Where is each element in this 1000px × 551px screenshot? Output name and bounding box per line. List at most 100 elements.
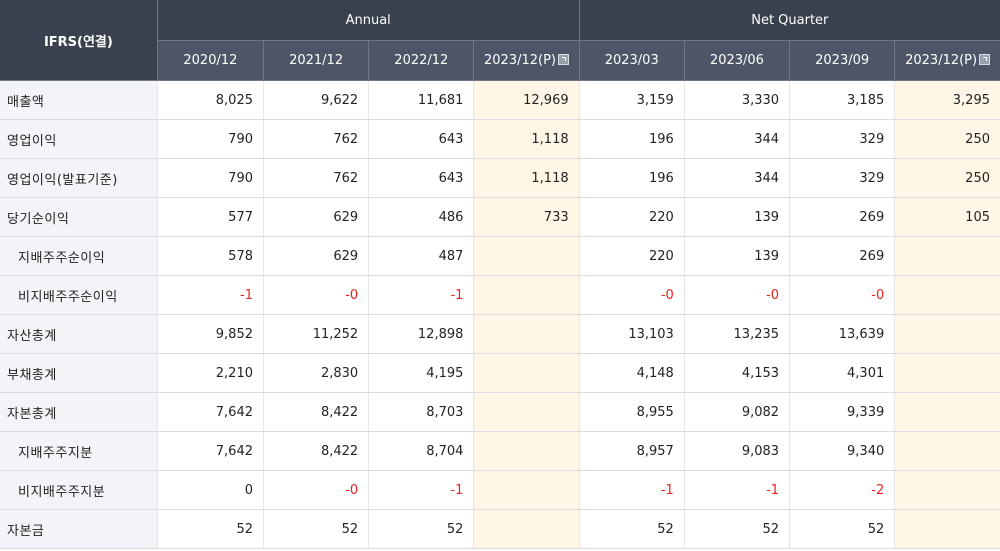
table-cell: 329 xyxy=(789,119,895,159)
table-cell: -0 xyxy=(262,275,369,315)
table-cell: 250 xyxy=(894,158,1000,198)
table-cell: 52 xyxy=(156,509,264,549)
column-header: 2021/12 xyxy=(262,40,369,81)
table-cell: 13,235 xyxy=(683,314,790,354)
table-cell: 8,025 xyxy=(156,80,264,120)
table-cell: 487 xyxy=(368,236,474,276)
table-cell: 9,852 xyxy=(156,314,264,354)
table-cell xyxy=(894,275,1000,315)
table-cell: 269 xyxy=(789,197,895,237)
table-cell xyxy=(473,392,580,432)
table-row: 영업이익 790 762 643 1,118 196 344 329 250 xyxy=(0,119,1000,159)
header-row-periods: 2020/12 2021/12 2022/12 2023/12(P) 2023/… xyxy=(0,40,1000,81)
table-cell xyxy=(473,275,580,315)
table-cell: 220 xyxy=(578,197,685,237)
table-row: 비지배주주순이익 -1 -0 -1 -0 -0 -0 xyxy=(0,275,1000,315)
table-row: 자본총계 7,642 8,422 8,703 8,955 9,082 9,339 xyxy=(0,392,1000,432)
table-cell: 3,295 xyxy=(894,80,1000,120)
column-header-estimate: 2023/12(P) xyxy=(894,40,1000,81)
row-label: 비지배주주순이익 xyxy=(0,275,158,315)
table-cell: 643 xyxy=(368,158,474,198)
table-cell xyxy=(473,431,580,471)
table-cell: 220 xyxy=(578,236,685,276)
table-cell: 7,642 xyxy=(156,392,264,432)
table-cell: -0 xyxy=(262,470,369,510)
table-cell xyxy=(473,314,580,354)
row-label: 영업이익 xyxy=(0,119,158,159)
table-cell: 9,083 xyxy=(683,431,790,471)
table-cell: 139 xyxy=(683,236,790,276)
corner-header: IFRS(연결) xyxy=(0,0,158,81)
table-row: 당기순이익 577 629 486 733 220 139 269 105 xyxy=(0,197,1000,237)
table-cell: 4,153 xyxy=(683,353,790,393)
table-cell xyxy=(473,509,580,549)
table-cell: -2 xyxy=(789,470,895,510)
table-body: 매출액 8,025 9,622 11,681 12,969 3,159 3,330 3,185… xyxy=(0,80,1000,549)
table-cell: 9,339 xyxy=(789,392,895,432)
row-label: 자본총계 xyxy=(0,392,158,432)
table-cell: 344 xyxy=(683,158,790,198)
table-cell: -1 xyxy=(578,470,685,510)
table-cell: 762 xyxy=(262,119,369,159)
table-cell: -0 xyxy=(578,275,685,315)
table-cell: 629 xyxy=(262,236,369,276)
table-cell: 13,639 xyxy=(789,314,895,354)
table-row: 영업이익(발표기준) 790 762 643 1,118 196 344 329 250 xyxy=(0,158,1000,198)
table-row: 매출액 8,025 9,622 11,681 12,969 3,159 3,330 3,185… xyxy=(0,80,1000,120)
table-cell xyxy=(894,392,1000,432)
table-cell: -1 xyxy=(368,275,474,315)
table-cell: 3,330 xyxy=(683,80,790,120)
table-cell: 3,185 xyxy=(789,80,895,120)
table-cell: 577 xyxy=(156,197,264,237)
table-row: 자본금 52 52 52 52 52 52 xyxy=(0,509,1000,549)
table-cell: 629 xyxy=(262,197,369,237)
table-cell: 4,301 xyxy=(789,353,895,393)
table-cell: 790 xyxy=(156,158,264,198)
help-box-icon[interactable] xyxy=(979,54,991,65)
column-header: 2023/03 xyxy=(578,40,685,81)
table-cell: 733 xyxy=(473,197,580,237)
help-box-icon[interactable] xyxy=(558,54,570,65)
table-cell: 8,704 xyxy=(368,431,474,471)
table-cell: -0 xyxy=(789,275,895,315)
table-row: 부채총계 2,210 2,830 4,195 4,148 4,153 4,301 xyxy=(0,353,1000,393)
table-cell: 643 xyxy=(368,119,474,159)
table-cell: 12,898 xyxy=(368,314,474,354)
table-cell: 7,642 xyxy=(156,431,264,471)
table-cell xyxy=(894,470,1000,510)
column-header: 2023/09 xyxy=(789,40,895,81)
row-label: 당기순이익 xyxy=(0,197,158,237)
row-label: 지배주주지분 xyxy=(0,431,158,471)
table-cell: 250 xyxy=(894,119,1000,159)
table-cell: 139 xyxy=(683,197,790,237)
table-cell: 11,252 xyxy=(262,314,369,354)
table-cell xyxy=(894,314,1000,354)
table-cell: 2,830 xyxy=(262,353,369,393)
table-cell xyxy=(894,353,1000,393)
table-cell: 269 xyxy=(789,236,895,276)
table-cell: 13,103 xyxy=(578,314,685,354)
table-cell: 1,118 xyxy=(473,158,580,198)
table-row: 지배주주순이익 578 629 487 220 139 269 xyxy=(0,236,1000,276)
table-cell: 105 xyxy=(894,197,1000,237)
table-row: 지배주주지분 7,642 8,422 8,704 8,957 9,083 9,340 xyxy=(0,431,1000,471)
table-cell: 4,195 xyxy=(368,353,474,393)
table-cell: 8,703 xyxy=(368,392,474,432)
row-label: 비지배주주지분 xyxy=(0,470,158,510)
table-cell: -1 xyxy=(368,470,474,510)
row-label: 매출액 xyxy=(0,80,158,120)
table-cell: 762 xyxy=(262,158,369,198)
table-cell: 344 xyxy=(683,119,790,159)
table-cell: 790 xyxy=(156,119,264,159)
table-cell: 8,957 xyxy=(578,431,685,471)
row-label: 영업이익(발표기준) xyxy=(0,158,158,198)
table-cell: 196 xyxy=(578,119,685,159)
table-cell: 4,148 xyxy=(578,353,685,393)
table-cell: 9,622 xyxy=(262,80,369,120)
table-cell xyxy=(894,509,1000,549)
table-cell: 52 xyxy=(578,509,685,549)
table-cell: 196 xyxy=(578,158,685,198)
table-cell xyxy=(894,431,1000,471)
table-cell: 8,422 xyxy=(262,431,369,471)
